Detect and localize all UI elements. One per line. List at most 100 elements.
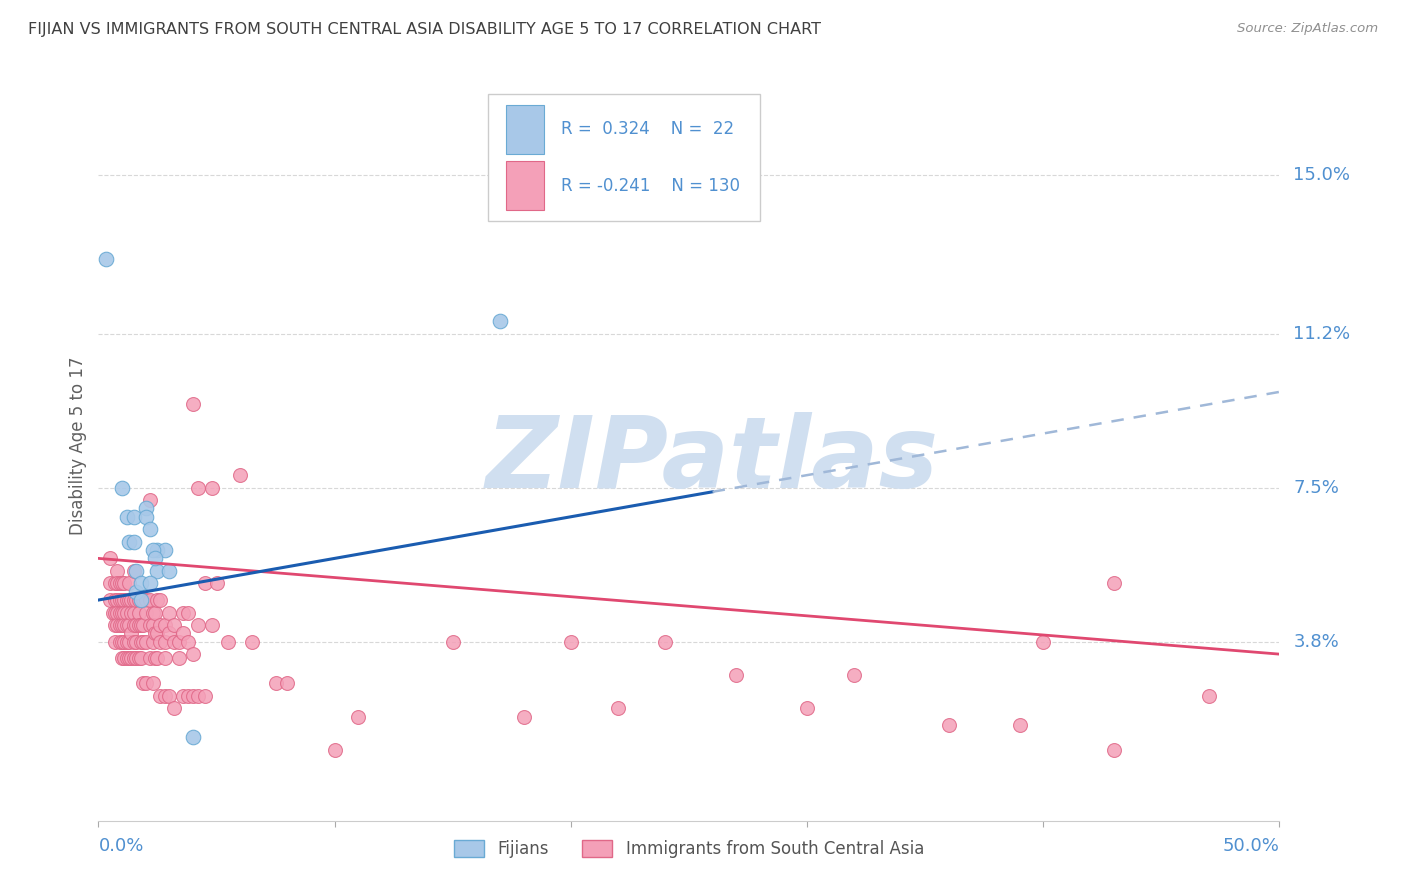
Point [105,564,128,578]
Point [172,606,194,620]
Point [105,618,128,632]
Point [938,718,960,732]
Bar [506,105,544,153]
Point [153,651,176,665]
Point [149,689,172,703]
Point [139,522,162,536]
Point [153,689,176,703]
Point [194,576,217,591]
Point [111,481,134,495]
Text: 3.8%: 3.8% [1294,632,1339,650]
Point [146,593,169,607]
Text: FIJIAN VS IMMIGRANTS FROM SOUTH CENTRAL ASIA DISABILITY AGE 5 TO 17 CORRELATION : FIJIAN VS IMMIGRANTS FROM SOUTH CENTRAL … [28,22,821,37]
Point [163,618,186,632]
Point [121,626,143,640]
Point [125,651,148,665]
Point [139,576,162,591]
Point [115,606,138,620]
Point [143,626,166,640]
Point [1198,689,1220,703]
Point [181,397,204,411]
Point [489,314,512,328]
Text: 11.2%: 11.2% [1294,325,1351,343]
Point [146,543,169,558]
Point [139,651,162,665]
Point [125,564,148,578]
Point [264,676,287,690]
Text: 15.0%: 15.0% [1294,167,1350,185]
Point [112,634,135,648]
Point [177,634,200,648]
Point [796,701,818,715]
Point [112,651,135,665]
Point [149,593,172,607]
Point [129,651,152,665]
Point [146,651,169,665]
Point [132,593,155,607]
Point [118,651,141,665]
Point [149,618,172,632]
Point [153,543,176,558]
Point [111,634,134,648]
Point [122,634,145,648]
Point [104,593,127,607]
Point [1008,718,1031,732]
Point [122,534,145,549]
Point [187,481,209,495]
Point [132,618,155,632]
Point [128,651,150,665]
Point [115,593,138,607]
Point [181,647,204,661]
Point [128,593,150,607]
Point [104,576,127,591]
Point [129,618,152,632]
Point [135,501,157,516]
Point [157,626,180,640]
Point [129,634,152,648]
Point [153,634,176,648]
Point [607,701,630,715]
Point [135,509,157,524]
Point [108,593,131,607]
Text: Source: ZipAtlas.com: Source: ZipAtlas.com [1237,22,1378,36]
Point [157,606,180,620]
Point [125,618,148,632]
Point [112,576,135,591]
Point [105,606,128,620]
Point [512,709,534,723]
Point [146,626,169,640]
Point [129,593,152,607]
Point [177,606,200,620]
Point [121,651,143,665]
Point [118,576,141,591]
Point [135,606,157,620]
Point [194,689,217,703]
Point [112,593,135,607]
Point [125,584,148,599]
Point [111,651,134,665]
Point [654,634,676,648]
Point [98,593,121,607]
Point [125,593,148,607]
Point [205,576,228,591]
Point [115,618,138,632]
Point [122,509,145,524]
Point [122,651,145,665]
Text: R = -0.241    N = 130: R = -0.241 N = 130 [561,177,741,194]
Point [135,676,157,690]
Point [115,634,138,648]
Point [111,606,134,620]
Point [201,481,224,495]
Point [122,618,145,632]
Point [115,651,138,665]
Point [121,593,143,607]
Point [181,689,204,703]
Point [115,509,138,524]
Text: 0.0%: 0.0% [98,838,143,855]
Point [142,634,165,648]
Point [142,676,165,690]
Point [229,468,252,483]
Point [118,593,141,607]
Point [129,576,152,591]
Point [167,651,190,665]
